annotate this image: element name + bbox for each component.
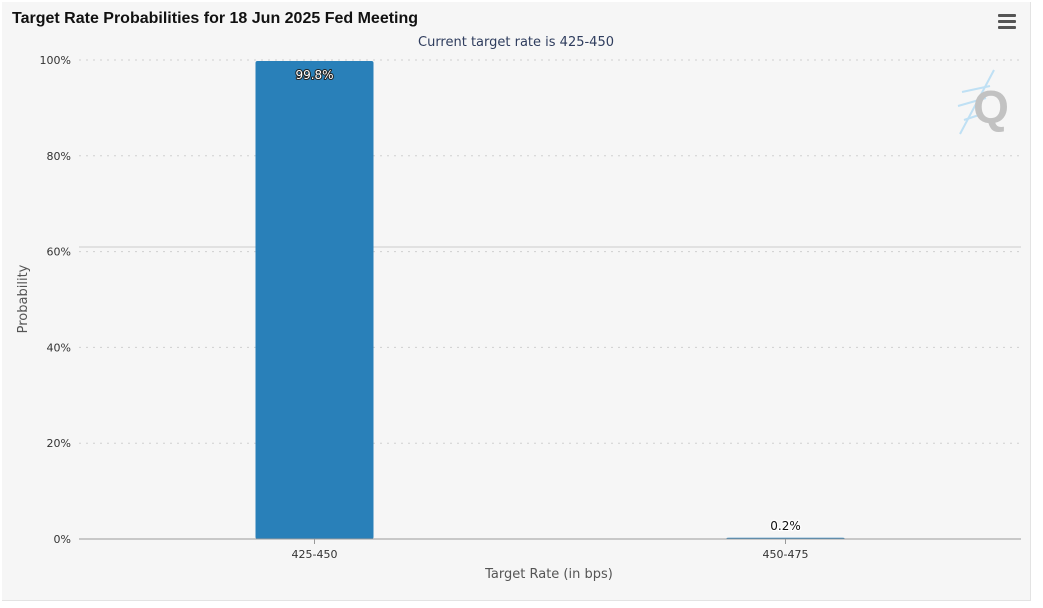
watermark-letter: Q <box>973 81 1009 133</box>
data-label: 0.2% <box>770 519 801 533</box>
hamburger-menu-icon[interactable] <box>998 14 1016 30</box>
x-tick-label: 450-475 <box>763 548 809 561</box>
x-axis-title: Target Rate (in bps) <box>484 567 613 582</box>
chart-panel: Target Rate Probabilities for 18 Jun 202… <box>2 2 1031 601</box>
q-logo-icon <box>957 69 995 135</box>
watermark-logo: Q <box>957 69 1009 135</box>
y-tick-label: 40% <box>47 341 71 354</box>
bars: 99.8% 0.2% <box>255 60 845 539</box>
y-tick-label: 100% <box>40 54 71 67</box>
y-tick-label: 20% <box>47 437 71 450</box>
chart-subtitle: Current target rate is 425-450 <box>418 35 614 50</box>
y-tick-label: 80% <box>47 150 71 163</box>
y-tick-label: 60% <box>47 246 71 259</box>
grid-lines <box>79 59 1021 444</box>
chart-title: Target Rate Probabilities for 18 Jun 202… <box>12 10 419 27</box>
y-axis-ticks: 0% 20% 40% 60% 80% 100% <box>40 54 71 546</box>
x-axis-ticks: 425-450 450-475 <box>292 539 809 561</box>
y-axis-title: Probability <box>16 264 31 333</box>
bar[interactable] <box>255 60 374 539</box>
x-tick-label: 425-450 <box>292 548 338 561</box>
data-label: 99.8% <box>295 68 333 82</box>
y-tick-label: 0% <box>54 533 71 546</box>
